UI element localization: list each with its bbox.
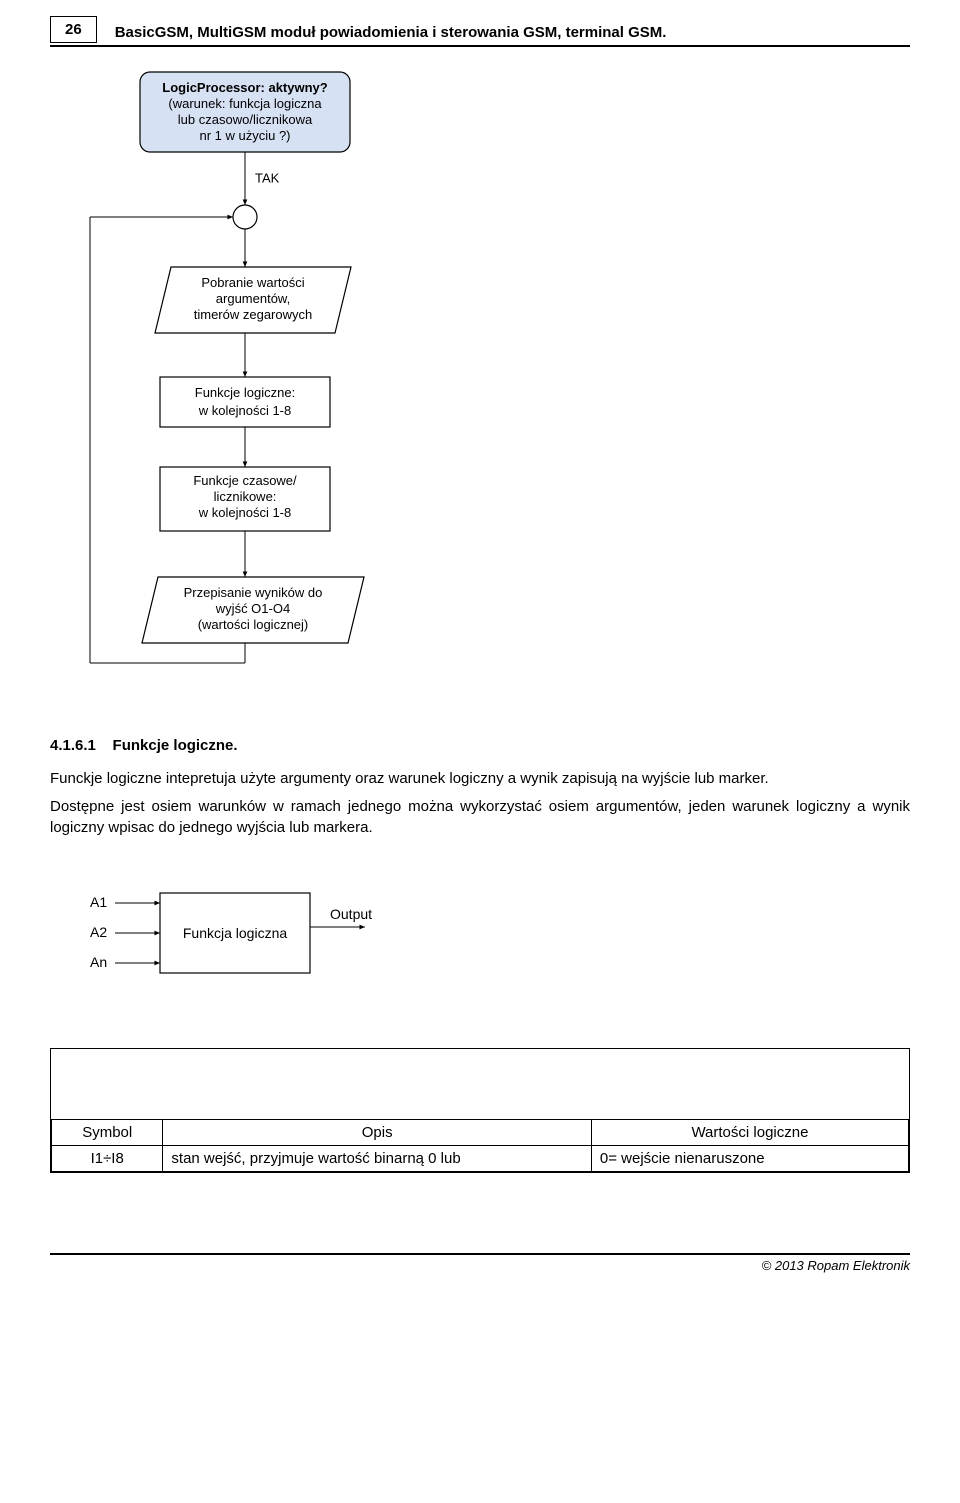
- flowchart-diagram: LogicProcessor: aktywny?(warunek: funkcj…: [80, 67, 910, 712]
- svg-text:TAK: TAK: [255, 171, 280, 186]
- page-header: 26 BasicGSM, MultiGSM moduł powiadomieni…: [50, 20, 910, 47]
- page-footer: © 2013 Ropam Elektronik: [50, 1253, 910, 1273]
- svg-text:argumentów,: argumentów,: [216, 291, 290, 306]
- logic-block-diagram: Funkcja logiczna A1 A2 An Output: [80, 863, 910, 1008]
- logic-block-svg: Funkcja logiczna A1 A2 An Output: [80, 863, 420, 1003]
- table-row: I1÷I8stan wejść, przyjmuje wartość binar…: [52, 1145, 909, 1171]
- svg-text:w kolejności 1-8: w kolejności 1-8: [198, 505, 292, 520]
- header-title: BasicGSM, MultiGSM moduł powiadomienia i…: [115, 20, 667, 41]
- svg-text:Przepisanie wyników do: Przepisanie wyników do: [184, 585, 323, 600]
- svg-text:(warunek: funkcja logiczna: (warunek: funkcja logiczna: [168, 96, 322, 111]
- section-heading: 4.1.6.1 Funkcje logiczne.: [50, 737, 910, 754]
- document-page: 26 BasicGSM, MultiGSM moduł powiadomieni…: [0, 0, 960, 1303]
- svg-text:Output: Output: [330, 906, 372, 922]
- svg-text:lub czasowo/licznikowa: lub czasowo/licznikowa: [178, 112, 313, 127]
- svg-text:An: An: [90, 954, 107, 970]
- svg-text:Funkcje logiczne:: Funkcje logiczne:: [195, 385, 295, 400]
- data-table: SymbolOpisWartości logiczneI1÷I8stan wej…: [51, 1119, 909, 1172]
- svg-text:(wartości logicznej): (wartości logicznej): [198, 617, 309, 632]
- svg-text:wyjść O1-O4: wyjść O1-O4: [215, 601, 290, 616]
- table-spacer: [51, 1049, 909, 1119]
- svg-text:A1: A1: [90, 894, 107, 910]
- table-cell: 0= wejście nienaruszone: [591, 1145, 908, 1171]
- svg-text:Funkcje czasowe/: Funkcje czasowe/: [193, 473, 297, 488]
- svg-text:timerów zegarowych: timerów zegarowych: [194, 307, 313, 322]
- svg-text:A2: A2: [90, 924, 107, 940]
- table-container: SymbolOpisWartości logiczneI1÷I8stan wej…: [50, 1048, 910, 1173]
- table-cell: stan wejść, przyjmuje wartość binarną 0 …: [163, 1145, 592, 1171]
- section-title: Funkcje logiczne.: [113, 737, 238, 754]
- svg-text:Funkcja logiczna: Funkcja logiczna: [183, 925, 287, 941]
- table-header: Opis: [163, 1119, 592, 1145]
- page-number: 26: [50, 16, 97, 43]
- svg-text:Pobranie wartości: Pobranie wartości: [201, 275, 304, 290]
- table-cell: I1÷I8: [52, 1145, 163, 1171]
- svg-text:LogicProcessor: aktywny?: LogicProcessor: aktywny?: [162, 80, 327, 95]
- table-header: Symbol: [52, 1119, 163, 1145]
- paragraph-2: Dostępne jest osiem warunków w ramach je…: [50, 797, 910, 838]
- svg-text:nr 1 w użyciu ?): nr 1 w użyciu ?): [199, 128, 290, 143]
- paragraph-1: Funckje logiczne intepretuja użyte argum…: [50, 769, 910, 789]
- svg-text:w kolejności 1-8: w kolejności 1-8: [198, 403, 292, 418]
- table-header: Wartości logiczne: [591, 1119, 908, 1145]
- section-number: 4.1.6.1: [50, 737, 96, 754]
- flowchart-svg: LogicProcessor: aktywny?(warunek: funkcj…: [80, 67, 420, 707]
- svg-text:licznikowe:: licznikowe:: [214, 489, 277, 504]
